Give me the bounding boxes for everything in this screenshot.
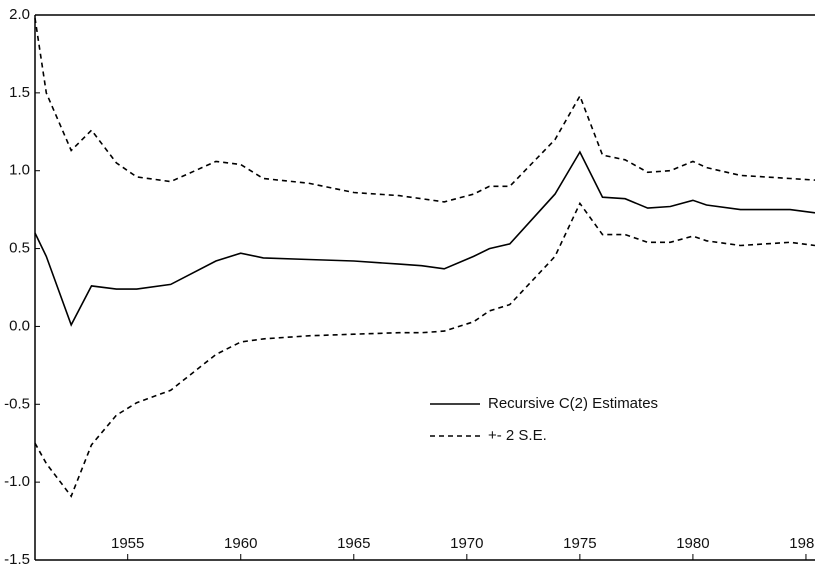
x-tick-label: 1970: [450, 535, 483, 552]
y-tick-label: -1.0: [4, 473, 30, 490]
legend-label: +- 2 S.E.: [488, 427, 547, 444]
line-series: [34, 17, 815, 203]
x-tick-label: 1980: [676, 535, 709, 552]
x-tick-label: 1985: [789, 535, 815, 552]
line-series: [34, 150, 815, 327]
y-tick-label: 1.0: [9, 162, 30, 179]
x-tick-label: 1960: [224, 535, 257, 552]
x-tick-label: 1955: [111, 535, 144, 552]
x-tick-label: 1965: [337, 535, 370, 552]
y-tick-label: 2.0: [9, 6, 30, 23]
y-tick-label: 0.0: [9, 317, 30, 334]
y-tick-label: -0.5: [4, 395, 30, 412]
y-tick-label: -1.5: [4, 551, 30, 568]
legend-label: Recursive C(2) Estimates: [488, 395, 658, 412]
x-tick-label: 1975: [563, 535, 596, 552]
y-tick-label: 1.5: [9, 84, 30, 101]
y-tick-label: 0.5: [9, 240, 30, 257]
line-series: [34, 201, 815, 498]
